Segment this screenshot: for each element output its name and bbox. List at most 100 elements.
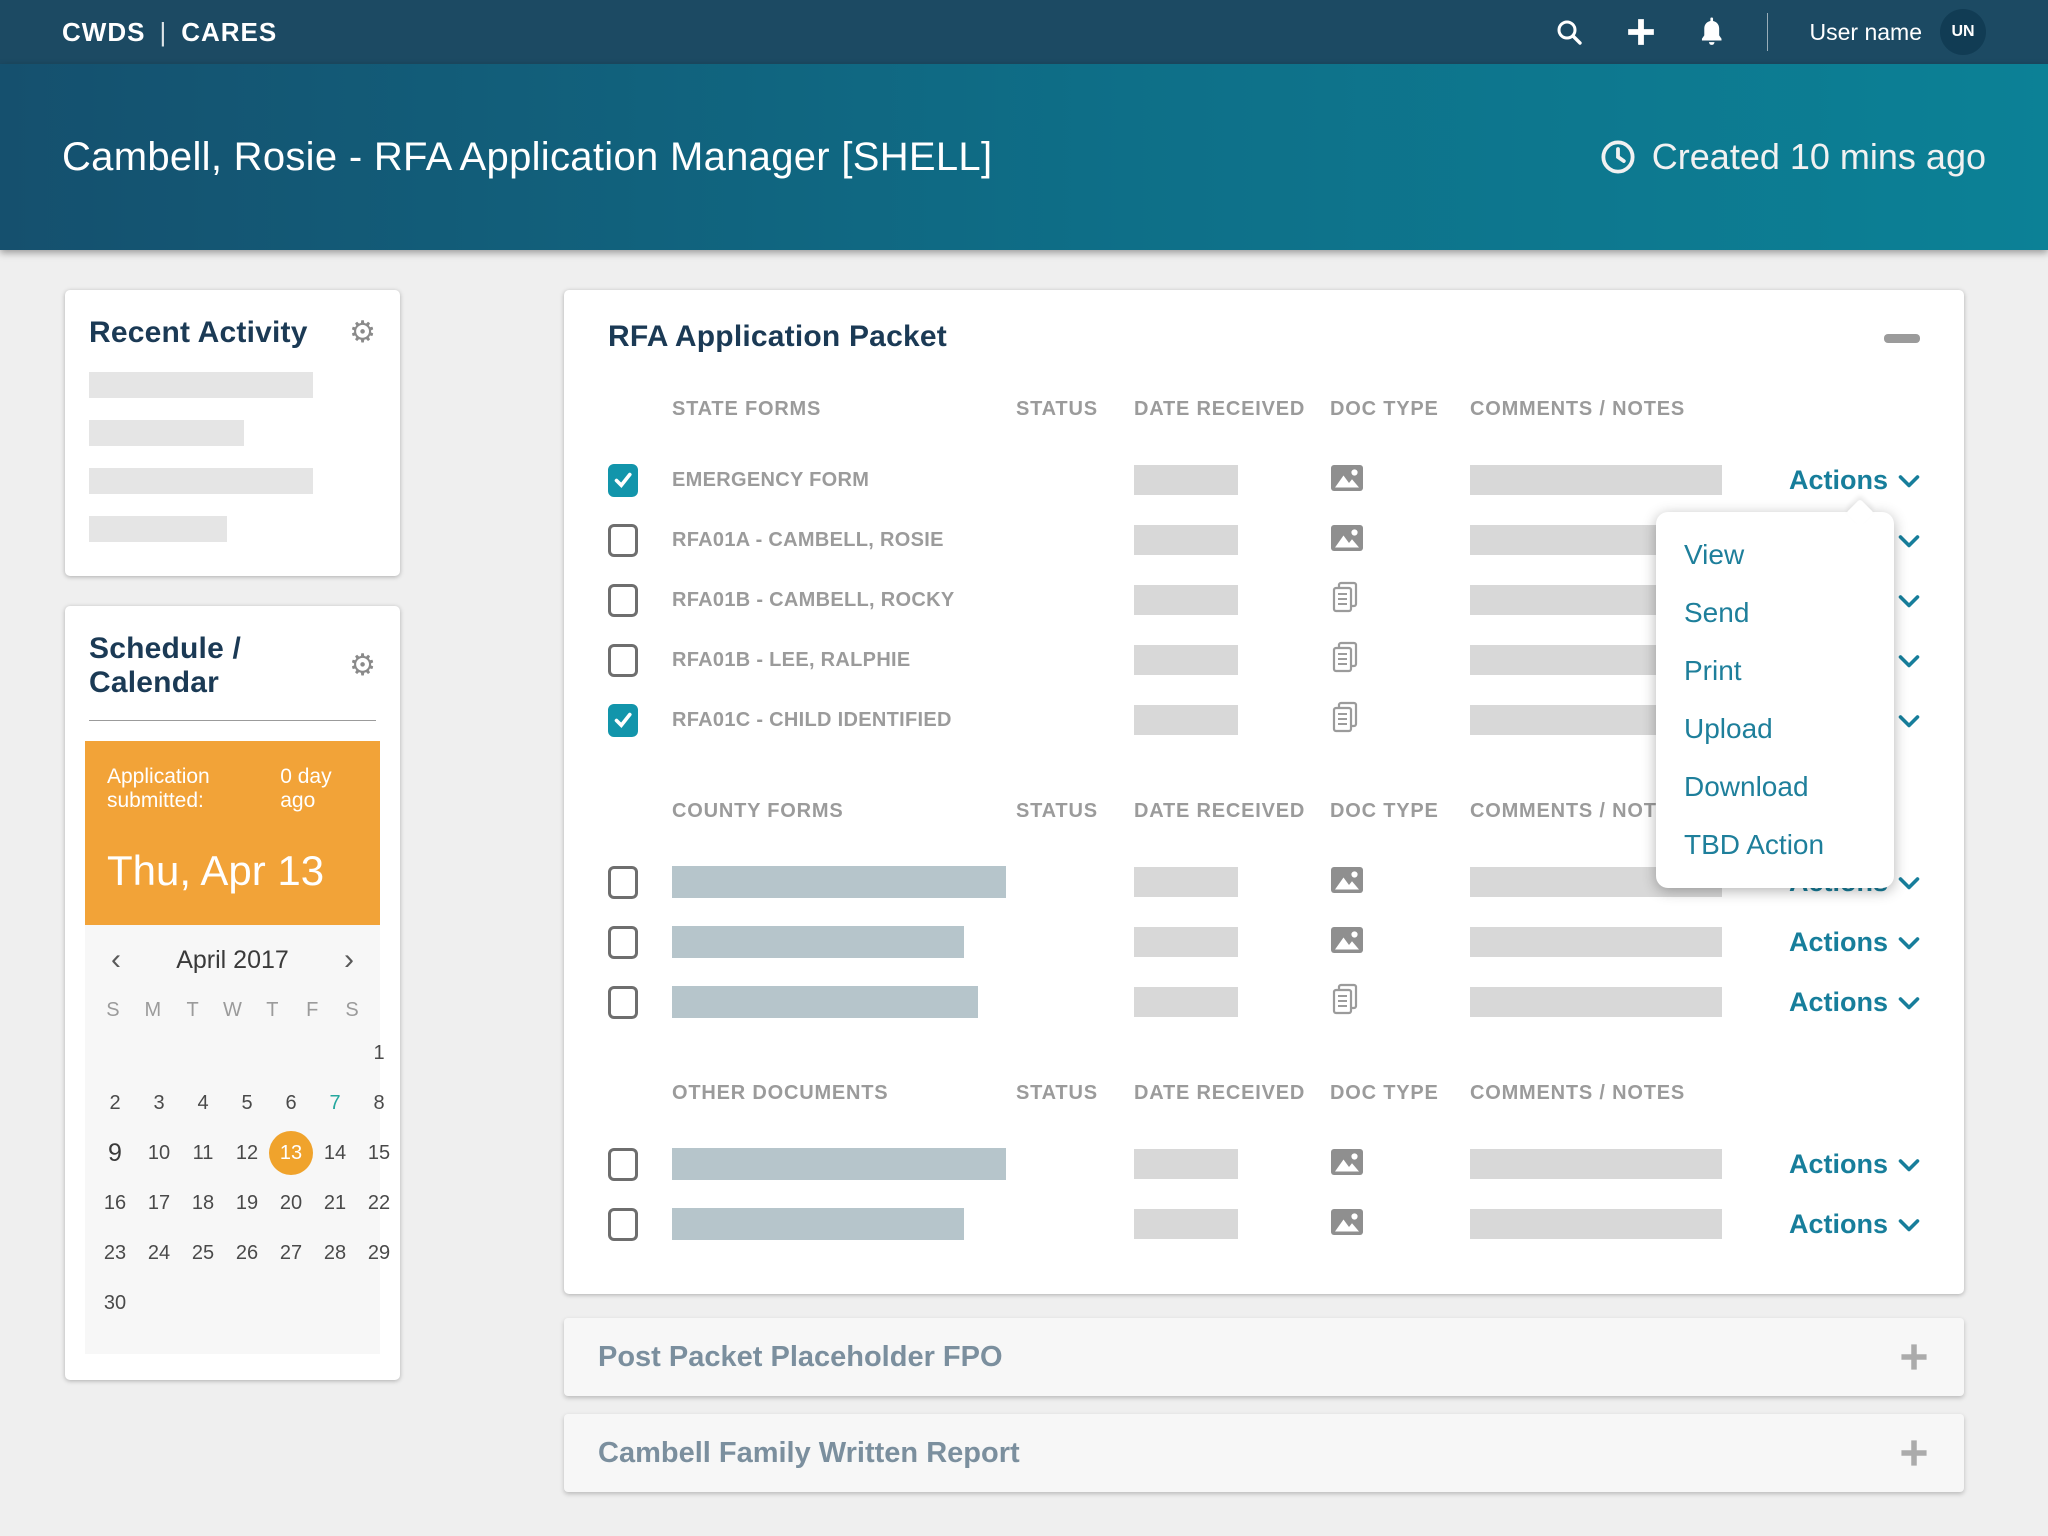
calendar-cell[interactable]: 14 xyxy=(313,1128,357,1178)
calendar-cell[interactable]: 1 xyxy=(357,1028,401,1078)
calendar-cell[interactable]: 17 xyxy=(137,1178,181,1228)
calendar-day[interactable]: 14 xyxy=(323,1141,347,1164)
calendar-cell[interactable]: 16 xyxy=(93,1178,137,1228)
calendar-cell[interactable]: 12 xyxy=(225,1128,269,1178)
calendar-cell[interactable]: 22 xyxy=(357,1178,401,1228)
calendar-day[interactable]: 13 xyxy=(269,1131,313,1175)
calendar-cell[interactable]: 20 xyxy=(269,1178,313,1228)
calendar-day[interactable]: 18 xyxy=(191,1191,215,1214)
actions-dropdown-button[interactable]: Actions xyxy=(1789,465,1920,496)
actions-dropdown-button[interactable]: Actions xyxy=(1789,927,1920,958)
dropdown-item-download[interactable]: Download xyxy=(1684,771,1809,802)
calendar-next-icon[interactable]: › xyxy=(344,943,354,976)
calendar-day[interactable]: 12 xyxy=(235,1141,259,1164)
calendar-day[interactable]: 8 xyxy=(373,1091,385,1114)
calendar-cell[interactable]: 4 xyxy=(181,1078,225,1128)
written-report-panel[interactable]: Cambell Family Written Report xyxy=(564,1414,1964,1492)
user-menu[interactable]: User name UN xyxy=(1810,9,1986,55)
calendar-day[interactable]: 29 xyxy=(367,1241,391,1264)
calendar-cell[interactable]: 3 xyxy=(137,1078,181,1128)
dropdown-item-upload[interactable]: Upload xyxy=(1684,713,1773,744)
row-checkbox[interactable] xyxy=(608,865,638,899)
calendar-day[interactable]: 28 xyxy=(323,1241,347,1264)
calendar-day[interactable]: 6 xyxy=(285,1091,297,1114)
calendar-cell[interactable]: 18 xyxy=(181,1178,225,1228)
calendar-cell[interactable]: 27 xyxy=(269,1228,313,1278)
actions-dropdown-button[interactable]: Actions xyxy=(1789,1209,1920,1240)
dropdown-item-tbd-action[interactable]: TBD Action xyxy=(1684,829,1825,860)
calendar-cell[interactable]: 24 xyxy=(137,1228,181,1278)
calendar-cell[interactable]: 11 xyxy=(181,1128,225,1178)
calendar-day[interactable]: 30 xyxy=(103,1291,127,1314)
row-checkbox[interactable] xyxy=(608,925,638,959)
app-logo[interactable]: CWDS | CARES xyxy=(62,17,277,48)
calendar-cell[interactable]: 30 xyxy=(93,1278,137,1328)
add-icon[interactable] xyxy=(1626,17,1656,47)
dropdown-item-send[interactable]: Send xyxy=(1684,597,1750,628)
calendar-cell[interactable]: 28 xyxy=(313,1228,357,1278)
calendar-cell[interactable]: 21 xyxy=(313,1178,357,1228)
expand-plus-icon[interactable] xyxy=(1898,1341,1930,1373)
schedule-calendar-gear-icon[interactable]: ⚙ xyxy=(349,649,376,682)
calendar-cell[interactable]: 25 xyxy=(181,1228,225,1278)
calendar-day[interactable]: 4 xyxy=(197,1091,209,1114)
search-icon[interactable] xyxy=(1554,17,1584,47)
collapse-minus-icon[interactable] xyxy=(1884,334,1920,343)
calendar-cell[interactable]: 23 xyxy=(93,1228,137,1278)
calendar-day[interactable]: 7 xyxy=(329,1091,341,1114)
calendar-day[interactable]: 23 xyxy=(103,1241,127,1264)
dropdown-item-view[interactable]: View xyxy=(1684,539,1745,570)
row-checkbox[interactable] xyxy=(608,703,638,737)
calendar-day[interactable]: 27 xyxy=(279,1241,303,1264)
calendar-day[interactable]: 10 xyxy=(147,1141,171,1164)
calendar-cell[interactable]: 6 xyxy=(269,1078,313,1128)
post-packet-panel[interactable]: Post Packet Placeholder FPO xyxy=(564,1318,1964,1396)
calendar-prev-icon[interactable]: ‹ xyxy=(111,943,121,976)
row-checkbox[interactable] xyxy=(608,1147,638,1181)
notifications-bell-icon[interactable] xyxy=(1698,17,1725,47)
calendar-cell[interactable]: 19 xyxy=(225,1178,269,1228)
calendar-cell[interactable]: 5 xyxy=(225,1078,269,1128)
row-checkbox[interactable] xyxy=(608,583,638,617)
calendar-cell[interactable]: 13 xyxy=(269,1128,313,1178)
calendar-day[interactable]: 11 xyxy=(192,1141,214,1164)
expand-plus-icon[interactable] xyxy=(1898,1437,1930,1469)
calendar-day[interactable]: 5 xyxy=(241,1091,253,1114)
row-checkbox[interactable] xyxy=(608,523,638,557)
row-checkbox[interactable] xyxy=(608,1207,638,1241)
calendar-cell[interactable]: 2 xyxy=(93,1078,137,1128)
row-checkbox[interactable] xyxy=(608,463,638,497)
calendar-day[interactable]: 26 xyxy=(235,1241,259,1264)
actions-dropdown-button[interactable]: Actions xyxy=(1789,1149,1920,1180)
dropdown-item-print[interactable]: Print xyxy=(1684,655,1742,686)
user-avatar[interactable]: UN xyxy=(1940,9,1986,55)
calendar-cell[interactable]: 10 xyxy=(137,1128,181,1178)
calendar-day[interactable]: 20 xyxy=(279,1191,303,1214)
calendar-day[interactable]: 24 xyxy=(147,1241,171,1264)
calendar-cell[interactable]: 29 xyxy=(357,1228,401,1278)
calendar-day[interactable]: 22 xyxy=(367,1191,391,1214)
calendar-day[interactable]: 3 xyxy=(153,1091,165,1114)
calendar-cell[interactable]: 9 xyxy=(93,1128,137,1178)
calendar-cell[interactable]: 15 xyxy=(357,1128,401,1178)
calendar-day[interactable]: 16 xyxy=(103,1191,127,1214)
actions-dropdown-button[interactable]: Actions xyxy=(1789,987,1920,1018)
calendar-day[interactable]: 9 xyxy=(108,1138,122,1167)
calendar-day[interactable]: 25 xyxy=(191,1241,215,1264)
calendar-cell[interactable]: 26 xyxy=(225,1228,269,1278)
packet-section: OTHER DOCUMENTS STATUS DATE RECEIVED DOC TY… xyxy=(608,1078,1920,1254)
row-checkbox[interactable] xyxy=(608,985,638,1019)
topbar-divider xyxy=(1766,13,1768,51)
calendar-day[interactable]: 17 xyxy=(147,1191,171,1214)
calendar-day[interactable]: 1 xyxy=(373,1041,385,1064)
date-placeholder-bar xyxy=(1134,525,1238,555)
calendar-day[interactable]: 21 xyxy=(323,1191,347,1214)
calendar-day[interactable]: 15 xyxy=(367,1141,391,1164)
calendar-cell[interactable]: 7 xyxy=(313,1078,357,1128)
recent-activity-gear-icon[interactable]: ⚙ xyxy=(349,316,376,349)
calendar-cell[interactable]: 8 xyxy=(357,1078,401,1128)
row-checkbox[interactable] xyxy=(608,643,638,677)
calendar-day[interactable]: 2 xyxy=(109,1091,121,1114)
calendar-day[interactable]: 19 xyxy=(235,1191,259,1214)
chevron-down-icon xyxy=(1898,867,1920,898)
